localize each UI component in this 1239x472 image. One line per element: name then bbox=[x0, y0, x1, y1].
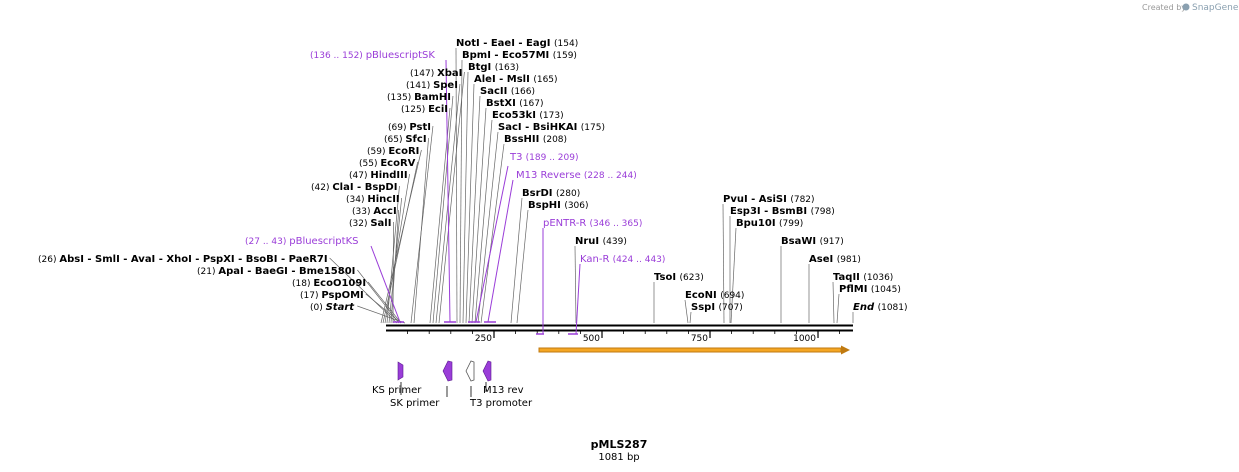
site-label-bamhi[interactable]: (135) BamHI bbox=[387, 92, 451, 103]
credit-text: Created by bbox=[1142, 3, 1186, 12]
feature-sk-primer[interactable] bbox=[442, 360, 453, 397]
site-label-noti[interactable]: NotI - EaeI - EagI (154) bbox=[456, 38, 578, 49]
site-label-saci[interactable]: SacI - BsiHKAI (175) bbox=[498, 122, 605, 133]
primer-label-pbluescriptsk[interactable]: (136 .. 152) pBluescriptSK bbox=[310, 50, 435, 61]
site-label-ecorv[interactable]: (55) EcoRV bbox=[359, 158, 416, 169]
site-label-asei[interactable]: AseI (981) bbox=[809, 254, 861, 265]
site-label-sali[interactable]: (32) SalI bbox=[349, 218, 391, 229]
site-label-pflmi[interactable]: PflMI (1045) bbox=[839, 284, 901, 295]
ruler-label-250: 250 bbox=[475, 334, 492, 344]
orf-arrow-icon[interactable] bbox=[538, 345, 850, 355]
site-label-sfci[interactable]: (65) SfcI bbox=[384, 134, 427, 145]
site-label-xbai[interactable]: (147) XbaI bbox=[410, 68, 462, 79]
site-label-esp3i[interactable]: Esp3I - BsmBI (798) bbox=[730, 206, 835, 217]
ruler-label-750: 750 bbox=[691, 334, 708, 344]
feature-label-ks-primer: KS primer bbox=[372, 385, 422, 396]
feature-t3-promoter[interactable] bbox=[465, 360, 475, 397]
site-label-sacii[interactable]: SacII (166) bbox=[480, 86, 535, 97]
site-label-bpu10i[interactable]: Bpu10I (799) bbox=[736, 218, 803, 229]
site-label-start[interactable]: (0) Start bbox=[310, 302, 355, 313]
primer-line-t3 bbox=[475, 165, 509, 323]
site-label-apai[interactable]: (21) ApaI - BaeGI - Bme1580I bbox=[197, 266, 355, 277]
plasmid-length: 1081 bp bbox=[598, 452, 639, 463]
primer-line-pbluescriptsk bbox=[445, 59, 451, 323]
site-label-btgi[interactable]: BtgI (163) bbox=[468, 62, 519, 73]
site-label-bsawi[interactable]: BsaWI (917) bbox=[781, 236, 844, 247]
ruler: 250 500 750 1000 bbox=[407, 331, 841, 344]
site-label-psti[interactable]: (69) PstI bbox=[388, 122, 431, 133]
credit-brand: SnapGene bbox=[1192, 3, 1239, 13]
site-label-ecori[interactable]: (59) EcoRI bbox=[367, 146, 419, 157]
primer-label-m13-reverse[interactable]: M13 Reverse (228 .. 244) bbox=[516, 170, 637, 181]
ruler-label-500: 500 bbox=[583, 334, 600, 344]
site-label-clai[interactable]: (42) ClaI - BspDI bbox=[311, 182, 397, 193]
site-label-eco53ki[interactable]: Eco53kI (173) bbox=[492, 110, 564, 121]
feature-ks-primer[interactable] bbox=[397, 361, 404, 395]
right-site-labels: NotI - EaeI - EagI (154)BpmI - Eco57MI (… bbox=[456, 38, 908, 313]
plasmid-name: pMLS287 bbox=[591, 438, 648, 451]
connector-lines bbox=[329, 47, 854, 324]
feature-m13-rev[interactable] bbox=[482, 360, 492, 392]
site-label-spei[interactable]: (141) SpeI bbox=[406, 80, 458, 91]
site-label-bstxi[interactable]: BstXI (167) bbox=[486, 98, 543, 109]
ruler-label-1000: 1000 bbox=[793, 334, 816, 344]
snapgene-logo-icon bbox=[1182, 3, 1190, 11]
primer-line-pbluescriptks bbox=[370, 245, 401, 323]
site-label-nrui[interactable]: NruI (439) bbox=[575, 236, 627, 247]
primer-label-pbluescriptks[interactable]: (27 .. 43) pBluescriptKS bbox=[245, 236, 358, 247]
sequence-backbone bbox=[386, 324, 853, 332]
site-label-bsphi[interactable]: BspHI (306) bbox=[528, 200, 589, 211]
site-label-ecoo109i[interactable]: (18) EcoO109I bbox=[292, 278, 366, 289]
site-label-hincii[interactable]: (34) HincII bbox=[346, 194, 400, 205]
primer-label-t3[interactable]: T3 (189 .. 209) bbox=[509, 152, 578, 163]
feature-label-m13-rev: M13 rev bbox=[483, 385, 524, 396]
site-label-sspi[interactable]: SspI (707) bbox=[691, 302, 743, 313]
primer-line-kan-r bbox=[575, 263, 581, 335]
left-site-labels: (0) Start(17) PspOMI(18) EcoO109I(21) Ap… bbox=[38, 68, 462, 313]
primer-labels: (136 .. 152) pBluescriptSK (27 .. 43) pBl… bbox=[245, 50, 665, 265]
site-label-pspomi[interactable]: (17) PspOMI bbox=[300, 290, 364, 301]
site-label-acci[interactable]: (33) AccI bbox=[352, 206, 397, 217]
site-label-hindiii[interactable]: (47) HindIII bbox=[349, 170, 408, 181]
site-label-tsoi[interactable]: TsoI (623) bbox=[654, 272, 704, 283]
primer-label-pentr-r[interactable]: pENTR-R (346 .. 365) bbox=[543, 218, 642, 229]
site-label-bsrdi[interactable]: BsrDI (280) bbox=[522, 188, 580, 199]
feature-label-sk-primer: SK primer bbox=[390, 398, 440, 409]
site-label-absi[interactable]: (26) AbsI - SmlI - AvaI - XhoI - PspXI -… bbox=[38, 254, 328, 265]
primer-label-kan-r[interactable]: Kan-R (424 .. 443) bbox=[580, 254, 665, 265]
site-label-pvui[interactable]: PvuI - AsiSI (782) bbox=[723, 194, 815, 205]
site-label-alei[interactable]: AleI - MslI (165) bbox=[474, 74, 558, 85]
primer-line-m13-reverse bbox=[487, 179, 514, 323]
site-label-econi[interactable]: EcoNI (694) bbox=[685, 290, 744, 301]
site-label-taqii[interactable]: TaqII (1036) bbox=[833, 272, 893, 283]
site-label-ecii[interactable]: (125) EciI bbox=[401, 104, 448, 115]
primer-markers bbox=[370, 59, 581, 335]
site-label-bpmi[interactable]: BpmI - Eco57MI (159) bbox=[462, 50, 577, 61]
feature-label-t3-promoter: T3 promoter bbox=[469, 398, 533, 409]
site-label-end[interactable]: End (1081) bbox=[853, 302, 908, 313]
site-label-bsshii[interactable]: BssHII (208) bbox=[504, 134, 567, 145]
